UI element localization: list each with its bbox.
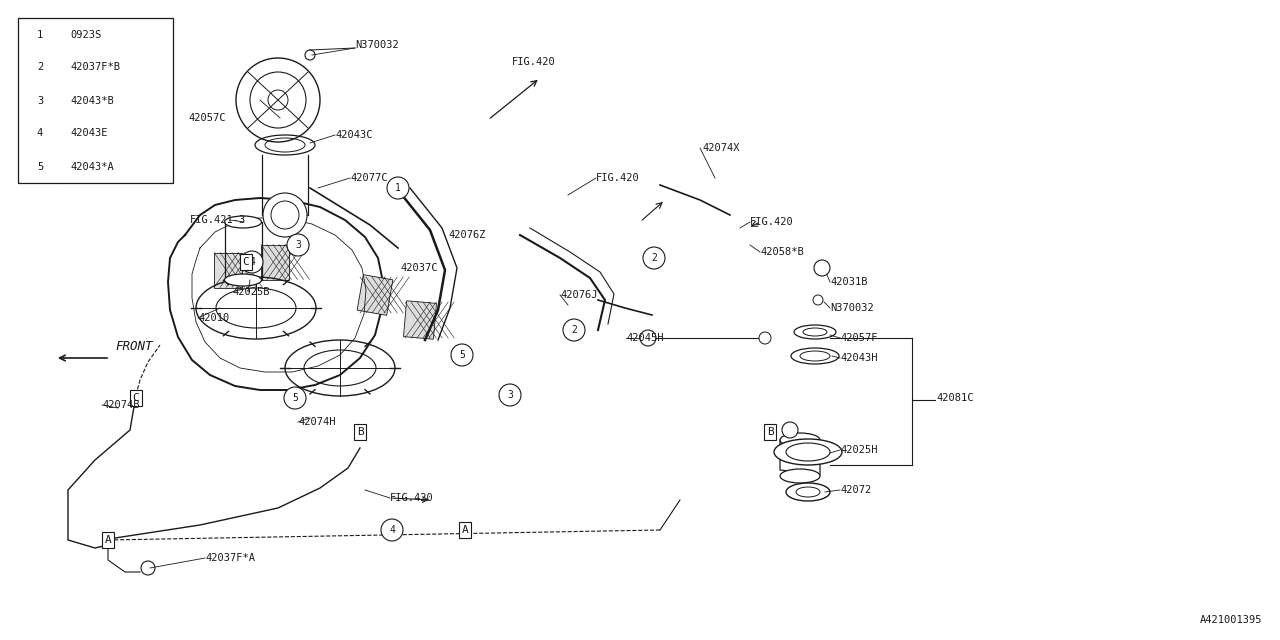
Text: 42057F: 42057F [840,333,878,343]
Circle shape [759,332,771,344]
Text: 42058*B: 42058*B [760,247,804,257]
Bar [403,301,436,339]
Text: 1: 1 [37,29,44,40]
Text: 4: 4 [389,525,396,535]
Text: 42074H: 42074H [298,417,335,427]
Text: 42076Z: 42076Z [448,230,485,240]
Text: 42043E: 42043E [70,129,108,138]
Text: C: C [243,257,250,267]
Polygon shape [168,198,383,390]
Bar [214,253,242,287]
Circle shape [381,519,403,541]
Text: 3: 3 [296,240,301,250]
Text: 2: 2 [37,63,44,72]
Circle shape [241,251,262,273]
Bar [18,18,173,183]
Text: 42010: 42010 [198,313,229,323]
Text: A: A [105,535,111,545]
Text: 42037F*B: 42037F*B [70,63,120,72]
Circle shape [563,319,585,341]
Circle shape [782,422,797,438]
Text: 3: 3 [37,95,44,106]
Ellipse shape [786,483,829,501]
Text: FRONT: FRONT [115,339,152,353]
Text: 42081C: 42081C [936,393,974,403]
Ellipse shape [255,135,315,155]
Circle shape [28,122,52,145]
Circle shape [28,22,52,47]
Text: 42043C: 42043C [335,130,372,140]
Text: 3: 3 [507,390,513,400]
Circle shape [28,56,52,79]
Circle shape [814,260,829,276]
Text: FIG.421-3: FIG.421-3 [189,215,246,225]
Text: N370032: N370032 [829,303,874,313]
Ellipse shape [774,439,842,465]
Ellipse shape [224,274,261,286]
Text: 4: 4 [250,257,255,267]
Text: 42045H: 42045H [626,333,663,343]
Bar [261,244,289,280]
Text: 0923S: 0923S [70,29,101,40]
Text: FIG.420: FIG.420 [750,217,794,227]
Text: 42031B: 42031B [829,277,868,287]
Ellipse shape [780,433,820,447]
Text: 42037C: 42037C [399,263,438,273]
Text: 5: 5 [292,393,298,403]
Text: 42077C: 42077C [349,173,388,183]
Circle shape [451,344,474,366]
Circle shape [28,88,52,113]
Text: A421001395: A421001395 [1199,615,1262,625]
Bar [357,275,393,316]
Circle shape [28,154,52,179]
Circle shape [262,193,307,237]
Text: 42025H: 42025H [840,445,878,455]
Text: B: B [767,427,773,437]
Ellipse shape [780,469,820,483]
Text: 42043*B: 42043*B [70,95,114,106]
Text: 42076J: 42076J [561,290,598,300]
Text: 4: 4 [37,129,44,138]
Ellipse shape [791,348,838,364]
Text: FIG.420: FIG.420 [596,173,640,183]
Text: 1: 1 [396,183,401,193]
Text: 42074B: 42074B [102,400,140,410]
Text: 5: 5 [37,161,44,172]
Text: FIG.420: FIG.420 [512,57,556,67]
Text: FIG.420: FIG.420 [390,493,434,503]
Circle shape [643,247,666,269]
Text: B: B [357,427,364,437]
Circle shape [499,384,521,406]
Text: 2: 2 [652,253,657,263]
Circle shape [284,387,306,409]
Text: C: C [133,393,140,403]
Text: 42037F*A: 42037F*A [205,553,255,563]
Circle shape [287,234,308,256]
Text: N370032: N370032 [355,40,399,50]
Text: 42074X: 42074X [701,143,740,153]
Text: 42072: 42072 [840,485,872,495]
Text: 42025B: 42025B [232,287,270,297]
Text: 5: 5 [460,350,465,360]
Text: 42057C: 42057C [188,113,225,123]
Text: 42043H: 42043H [840,353,878,363]
Circle shape [387,177,410,199]
Ellipse shape [224,216,261,228]
Circle shape [640,330,657,346]
Text: 42043*A: 42043*A [70,161,114,172]
Ellipse shape [794,325,836,339]
Text: A: A [462,525,468,535]
Text: 2: 2 [571,325,577,335]
